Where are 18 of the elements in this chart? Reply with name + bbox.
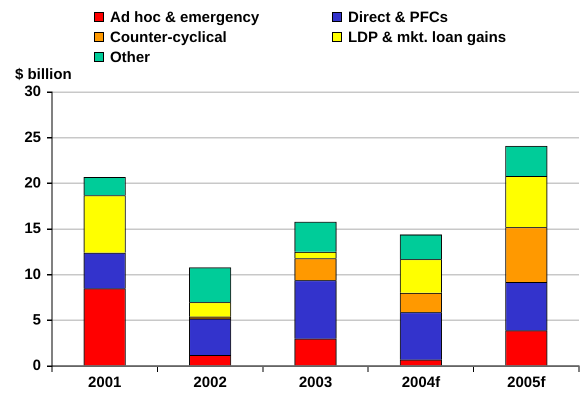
legend-label: Direct & PFCs <box>348 9 448 26</box>
x-tick-label: 2002 <box>193 374 227 392</box>
x-tick-label: 2004f <box>402 374 442 392</box>
y-axis-title: $ billion <box>15 66 72 84</box>
y-tick-label: 25 <box>24 128 41 146</box>
y-tick-label: 5 <box>32 311 41 328</box>
legend-label: LDP & mkt. loan gains <box>348 29 506 46</box>
x-tick-label: 2001 <box>88 374 122 392</box>
y-tick-label: 20 <box>24 174 41 192</box>
x-tick-label: 2003 <box>298 374 332 392</box>
y-tick-label: 10 <box>24 266 41 283</box>
x-tick-label: 2005f <box>507 374 546 392</box>
y-tick-label: 0 <box>32 357 41 374</box>
y-tick-label: 15 <box>24 220 41 238</box>
y-tick-label: 30 <box>24 83 41 100</box>
legend-label: Counter-cyclical <box>110 29 227 46</box>
legend-label: Ad hoc & emergency <box>110 9 260 26</box>
legend-label: Other <box>110 49 150 66</box>
